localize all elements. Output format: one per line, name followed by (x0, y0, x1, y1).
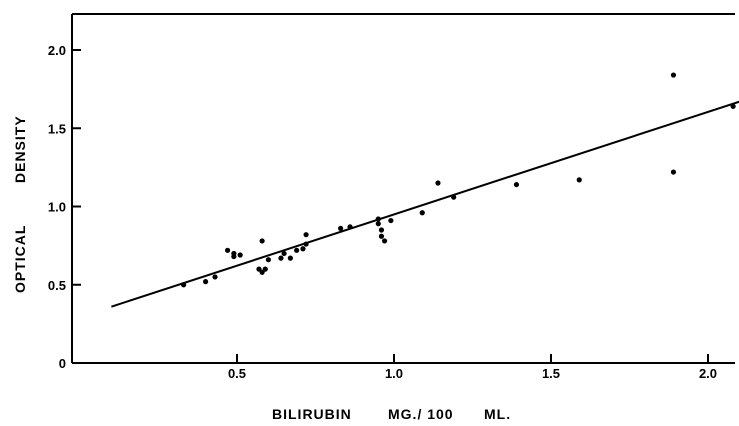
data-points (181, 72, 736, 288)
x-tick-label: 1.5 (542, 366, 560, 381)
data-point (181, 282, 187, 288)
data-point (730, 103, 736, 109)
data-point (378, 227, 385, 233)
y-axis-title-part-1: OPTICAL (12, 225, 28, 293)
data-point (435, 180, 441, 186)
y-tick-label: 1.0 (48, 200, 66, 215)
y-tick-label: 2.0 (48, 43, 66, 58)
x-tick-label: 2.0 (699, 366, 717, 381)
x-axis-tick-labels: 0.5 1.0 1.5 2.0 (228, 366, 717, 381)
y-axis-tick-labels: 0 0.5 1.0 1.5 2.0 (48, 43, 66, 371)
y-tick-label: 1.5 (48, 121, 66, 136)
data-point (287, 255, 293, 261)
x-axis-title-part-3: ML. (484, 406, 511, 422)
data-point (212, 274, 218, 280)
data-point (670, 72, 677, 78)
x-axis-title-part-2: MG./ 100 (388, 406, 454, 422)
data-point (300, 246, 306, 252)
data-point (375, 221, 381, 227)
data-point (265, 257, 271, 263)
data-point (237, 252, 243, 258)
data-point (294, 247, 300, 253)
regression-line-group (111, 100, 739, 308)
data-point (388, 217, 394, 224)
x-axis-title-part-1: BILIRUBIN (272, 406, 352, 422)
data-point (262, 266, 268, 272)
regression-line (111, 100, 739, 308)
data-point (278, 255, 284, 261)
y-tick-label: 0.5 (48, 278, 66, 293)
data-point (338, 225, 344, 232)
data-point (513, 181, 520, 188)
y-axis-title-part-2: DENSITY (12, 115, 28, 183)
data-point (576, 177, 582, 183)
data-point (419, 210, 425, 216)
data-point (451, 194, 457, 200)
x-axis-ticks (236, 354, 709, 363)
y-axis-ticks (72, 49, 81, 364)
data-point (303, 232, 309, 238)
x-tick-label: 1.0 (385, 366, 403, 381)
data-point (203, 279, 209, 285)
data-point (281, 250, 287, 257)
data-point (670, 169, 677, 175)
data-point (259, 238, 265, 244)
data-point (375, 216, 381, 222)
plot-frame (71, 13, 735, 364)
data-point (381, 238, 388, 244)
data-point (224, 247, 231, 253)
x-tick-label: 0.5 (228, 366, 246, 381)
data-point (303, 241, 309, 247)
data-point (347, 224, 353, 230)
data-point (231, 253, 237, 260)
data-point (378, 233, 385, 239)
y-tick-label: 0 (59, 356, 66, 371)
